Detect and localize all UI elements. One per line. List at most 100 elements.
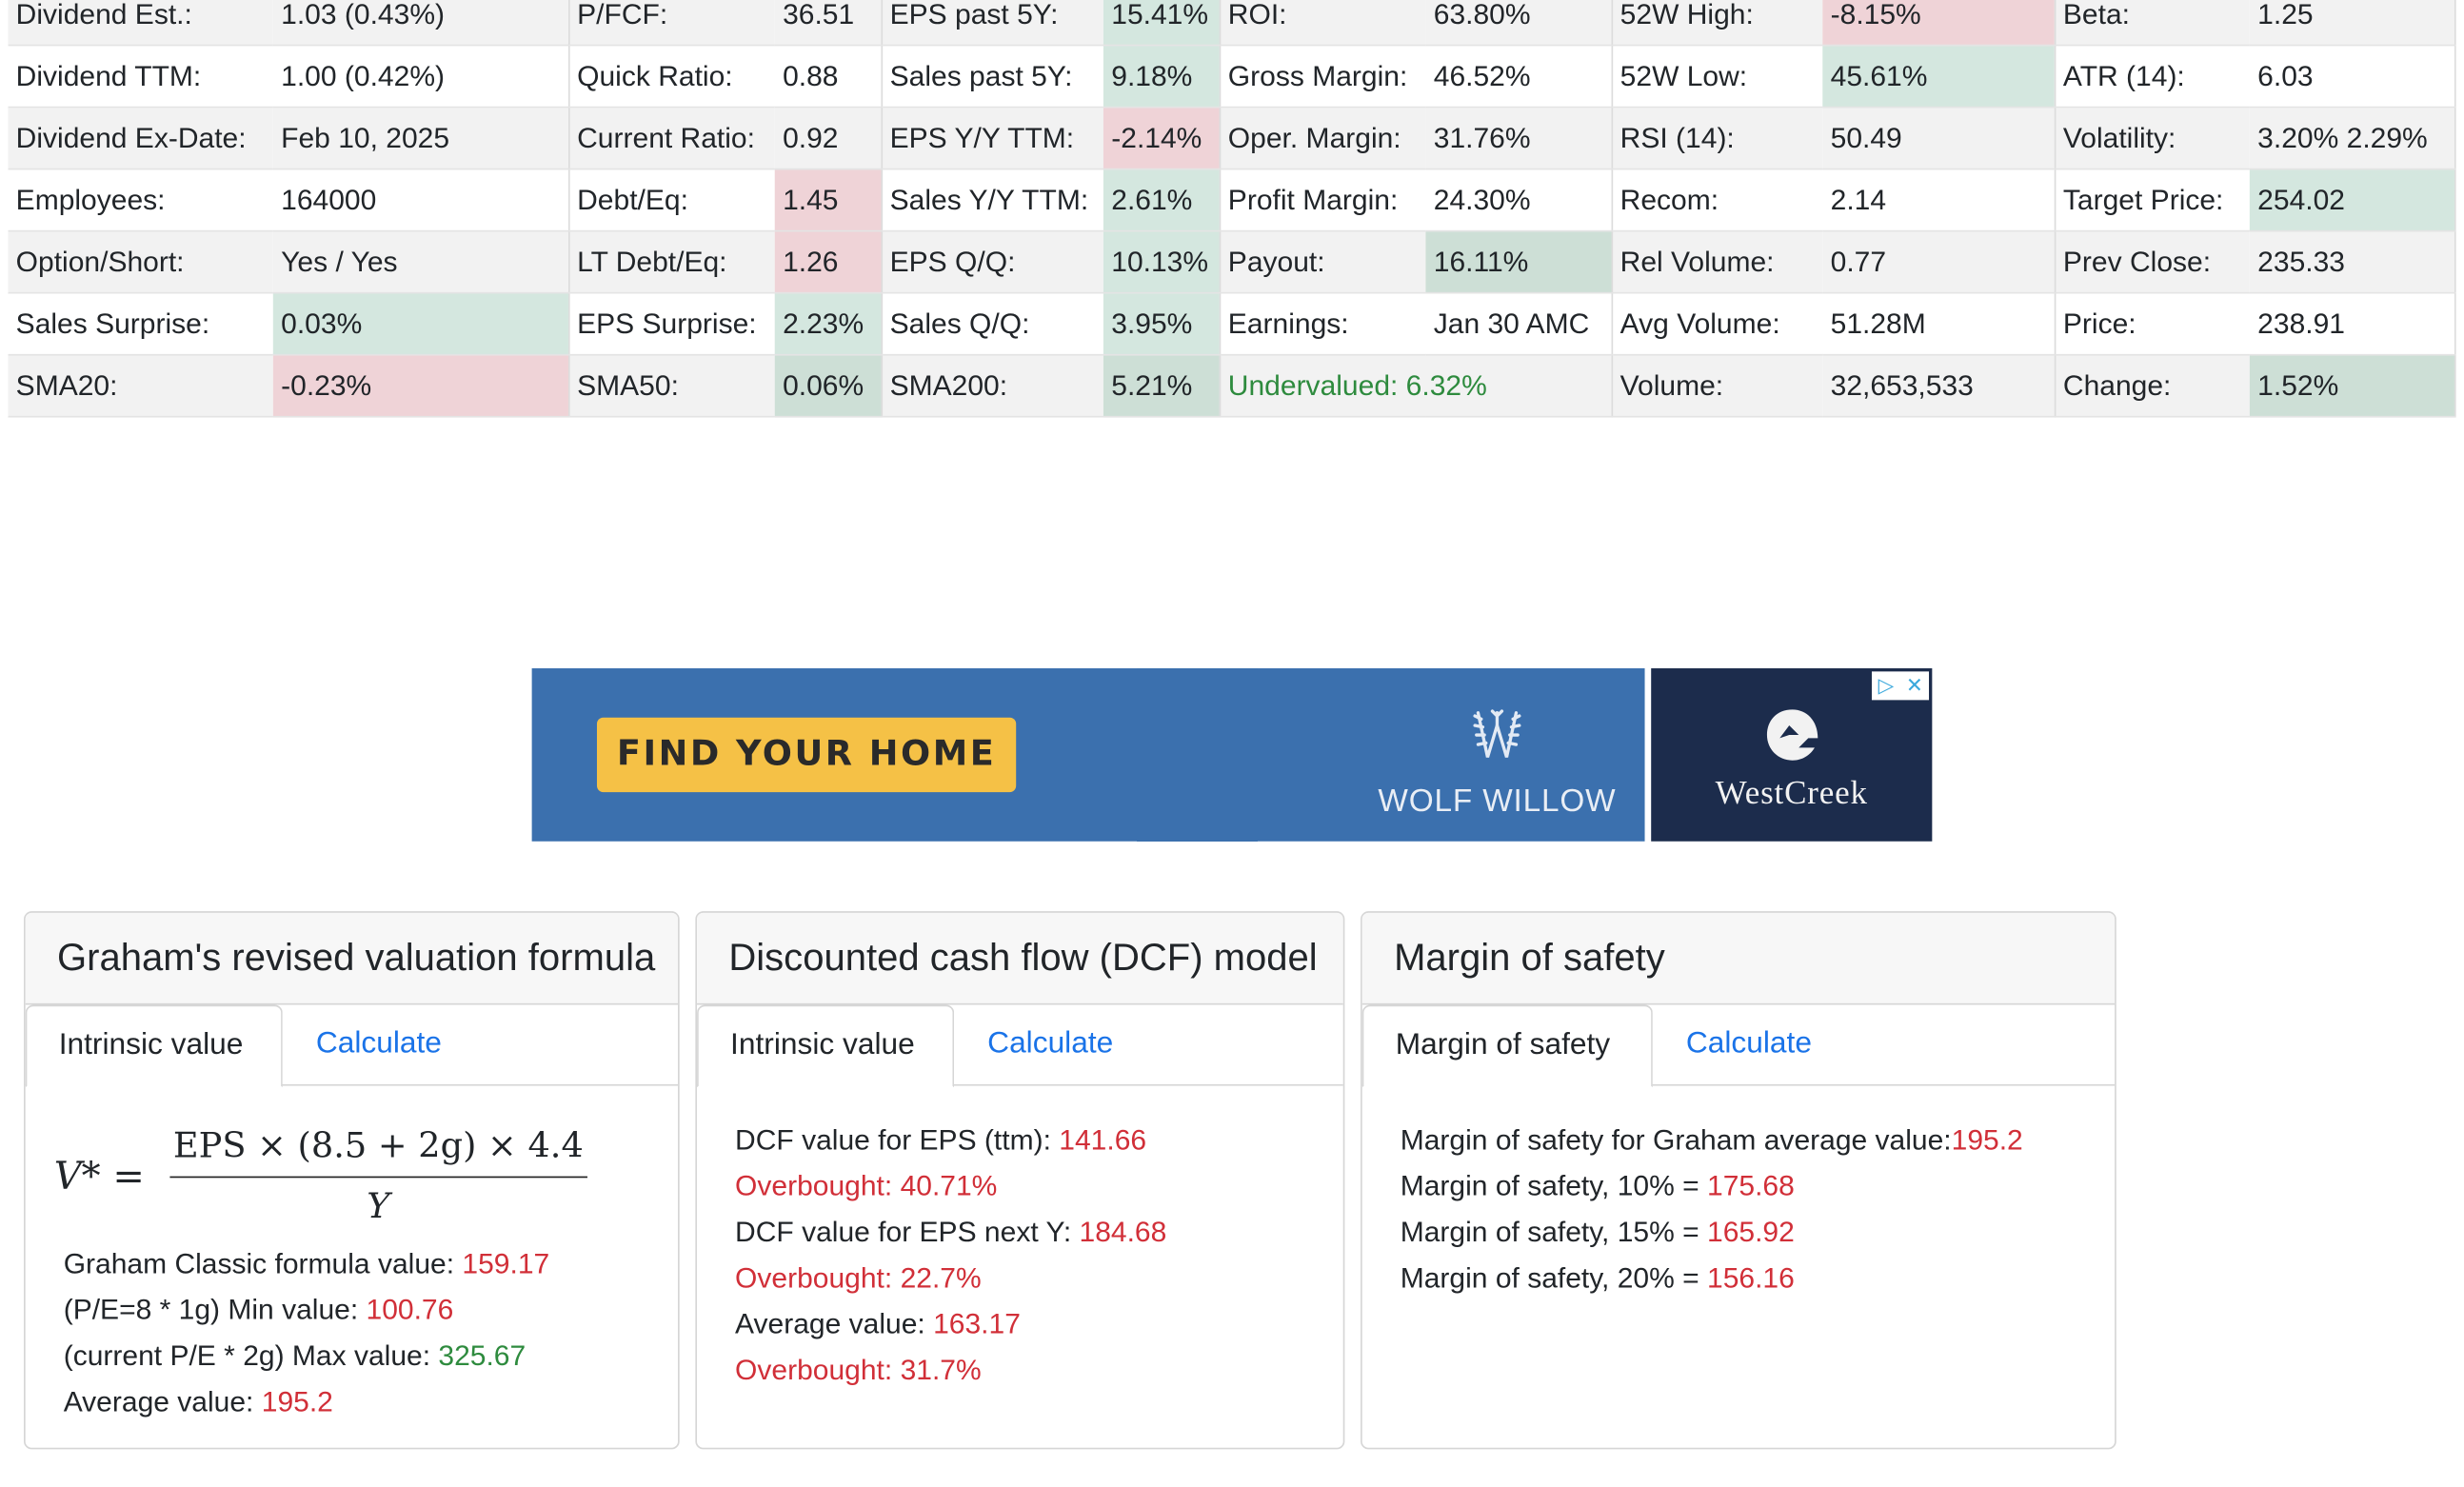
stat-value: 1.45 <box>774 169 883 232</box>
stat-label: RSI (14): <box>1611 107 1823 170</box>
stat-label: Sales Surprise: <box>8 292 273 356</box>
dcf-value-line: Average value: 163.17 <box>735 1301 1305 1347</box>
mos-value-line: Margin of safety for Graham average valu… <box>1401 1118 2077 1163</box>
stat-value: 15.41% <box>1103 0 1221 47</box>
dcf-value-line: Overbought: 31.7% <box>735 1348 1305 1394</box>
stat-label: Avg Volume: <box>1611 292 1823 356</box>
graham-line-value: 159.17 <box>462 1247 550 1280</box>
graham-tab-calculate[interactable]: Calculate <box>315 1026 442 1061</box>
ad-banner[interactable]: FIND YOUR HOME WOLF WILLOW <box>531 668 1933 842</box>
dcf-card-title: Discounted cash flow (DCF) model <box>697 912 1343 1005</box>
dcf-line-value: Overbought: 40.71% <box>735 1169 998 1202</box>
dcf-tab-intrinsic-value[interactable]: Intrinsic value <box>697 1004 955 1088</box>
stat-label: Debt/Eq: <box>567 169 775 232</box>
dcf-line-value: 184.68 <box>1079 1216 1167 1248</box>
stat-label: ATR (14): <box>2054 45 2250 109</box>
stats-row: SMA20: -0.23% SMA50: 0.06% SMA200: 5.21% Under… <box>8 354 2455 418</box>
stats-row: Dividend Ex-Date: Feb 10, 2025 Current Rat… <box>8 107 2455 170</box>
stat-value: 5.21% <box>1103 354 1221 418</box>
stat-value: 2.23% <box>774 292 883 356</box>
mos-tabs: Margin of safety Calculate <box>1361 1004 2116 1088</box>
stat-label: Payout: <box>1219 230 1426 294</box>
stat-value: 9.18% <box>1103 45 1221 109</box>
mos-line-value: 165.92 <box>1707 1216 1795 1248</box>
stat-value: 164000 <box>272 169 569 232</box>
stat-label: EPS Y/Y TTM: <box>881 107 1103 170</box>
stat-label: SMA20: <box>8 354 273 418</box>
graham-value-line: Average value: 195.2 <box>64 1379 640 1425</box>
stat-value: 1.26 <box>774 230 883 294</box>
formula-numerator: EPS × (8.5 + 2g) × 4.4 <box>169 1123 587 1178</box>
graham-tabs: Intrinsic value Calculate <box>25 1004 679 1088</box>
stat-value: 0.92 <box>774 107 883 170</box>
stat-value: 10.13% <box>1103 230 1221 294</box>
graham-line-label: (current P/E * 2g) Max value: <box>63 1339 439 1372</box>
stat-label: LT Debt/Eq: <box>567 230 775 294</box>
stat-value: 3.20% 2.29% <box>2249 107 2455 170</box>
stat-label: Beta: <box>2054 0 2250 47</box>
formula-fraction: EPS × (8.5 + 2g) × 4.4 Y <box>169 1123 587 1230</box>
westcreek-logo-icon <box>1760 704 1824 767</box>
find-your-home-button[interactable]: FIND YOUR HOME <box>596 717 1017 793</box>
mos-line-label: Margin of safety, 15% = <box>1400 1216 1708 1248</box>
graham-formula: V* = EPS × (8.5 + 2g) × 4.4 Y <box>54 1115 640 1239</box>
ad-left-panel[interactable]: FIND YOUR HOME WOLF WILLOW <box>531 668 1645 842</box>
stat-label: Sales Y/Y TTM: <box>881 169 1103 232</box>
stat-value: 0.77 <box>1822 230 2056 294</box>
dcf-line-label: DCF value for EPS next Y: <box>735 1216 1080 1248</box>
stat-value: 238.91 <box>2249 292 2455 356</box>
stat-value: 0.88 <box>774 45 883 109</box>
stat-value: Feb 10, 2025 <box>272 107 569 170</box>
stat-value: 50.49 <box>1822 107 2056 170</box>
stat-value: 32,653,533 <box>1822 354 2056 418</box>
ad-choices[interactable]: ▷ ✕ <box>1871 671 1930 701</box>
mos-tab-calculate[interactable]: Calculate <box>1685 1026 1812 1061</box>
ad-close-icon[interactable]: ✕ <box>1905 673 1924 698</box>
ad-info-icon[interactable]: ▷ <box>1878 673 1895 698</box>
stat-value: 46.52% <box>1425 45 1613 109</box>
stat-label: Rel Volume: <box>1611 230 1823 294</box>
stats-row: Employees: 164000 Debt/Eq: 1.45 Sales Y/Y TT… <box>8 169 2455 232</box>
wolf-willow-text: WOLF WILLOW <box>1378 783 1617 820</box>
stat-value: 2.61% <box>1103 169 1221 232</box>
stat-value: 2.14 <box>1822 169 2056 232</box>
stat-label: Sales past 5Y: <box>881 45 1103 109</box>
stat-value: 24.30% <box>1425 169 1613 232</box>
stat-value: Yes / Yes <box>272 230 569 294</box>
stat-label: Target Price: <box>2054 169 2250 232</box>
dcf-line-label: Average value: <box>735 1308 934 1340</box>
wolf-willow-logo: WOLF WILLOW <box>1370 704 1624 821</box>
graham-card: Graham's revised valuation formula Intri… <box>24 911 680 1450</box>
stat-label: 52W Low: <box>1611 45 1823 109</box>
dcf-tab-calculate[interactable]: Calculate <box>987 1026 1114 1061</box>
stat-value: -8.15% <box>1822 0 2056 47</box>
stats-row: Option/Short: Yes / Yes LT Debt/Eq: 1.26 EPS… <box>8 230 2455 294</box>
stat-label: Prev Close: <box>2054 230 2250 294</box>
stat-value: 51.28M <box>1822 292 2056 356</box>
dcf-line-value: Overbought: 31.7% <box>735 1354 982 1386</box>
stat-value: 16.11% <box>1425 230 1613 294</box>
margin-of-safety-card: Margin of safety Margin of safety Calcul… <box>1361 911 2116 1450</box>
stat-value: 3.95% <box>1103 292 1221 356</box>
graham-tab-intrinsic-value[interactable]: Intrinsic value <box>25 1004 283 1088</box>
dcf-values: DCF value for EPS (ttm): 141.66 Overbough… <box>697 1086 1343 1433</box>
stat-label: Volume: <box>1611 354 1823 418</box>
valuation-status: Undervalued: 6.32% <box>1219 354 1613 418</box>
dcf-value-line: Overbought: 22.7% <box>735 1256 1305 1301</box>
stat-value: 31.76% <box>1425 107 1613 170</box>
stat-label: 52W High: <box>1611 0 1823 47</box>
mos-line-value: 156.16 <box>1707 1261 1795 1295</box>
stat-value: Jan 30 AMC <box>1425 292 1613 356</box>
stat-value: 1.00 (0.42%) <box>272 45 569 109</box>
graham-line-value: 100.76 <box>366 1294 454 1326</box>
mos-value-line: Margin of safety, 10% = 175.68 <box>1401 1163 2077 1209</box>
stat-label: Dividend Est.: <box>8 0 273 47</box>
stat-value: 0.03% <box>272 292 569 356</box>
stats-row: Sales Surprise: 0.03% EPS Surprise: 2.23% Sa… <box>8 292 2455 356</box>
mos-tab-margin-of-safety[interactable]: Margin of safety <box>1361 1004 1653 1088</box>
mos-line-value: 195.2 <box>1951 1123 2023 1156</box>
stat-label: Quick Ratio: <box>567 45 775 109</box>
dcf-line-value: 141.66 <box>1059 1123 1147 1156</box>
dcf-value-line: DCF value for EPS (ttm): 141.66 <box>735 1118 1305 1163</box>
dcf-tabs: Intrinsic value Calculate <box>697 1004 1343 1088</box>
